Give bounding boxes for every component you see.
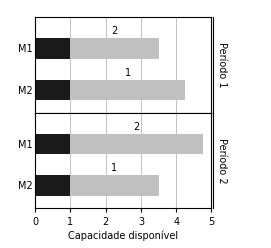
Text: 1: 1 [125, 67, 131, 78]
Bar [35, 38, 70, 59]
X-axis label: Capacidade disponível: Capacidade disponível [68, 230, 178, 241]
Bar [70, 134, 202, 154]
Text: Período 1: Período 1 [217, 42, 227, 88]
Bar [70, 38, 159, 59]
Text: 2: 2 [111, 26, 118, 36]
Text: Período 2: Período 2 [217, 138, 227, 183]
Bar [35, 175, 70, 196]
Bar [70, 175, 159, 196]
Text: 1: 1 [111, 163, 118, 173]
Bar [70, 80, 185, 100]
Bar [35, 134, 70, 154]
Text: 2: 2 [133, 122, 140, 131]
Bar [35, 80, 70, 100]
